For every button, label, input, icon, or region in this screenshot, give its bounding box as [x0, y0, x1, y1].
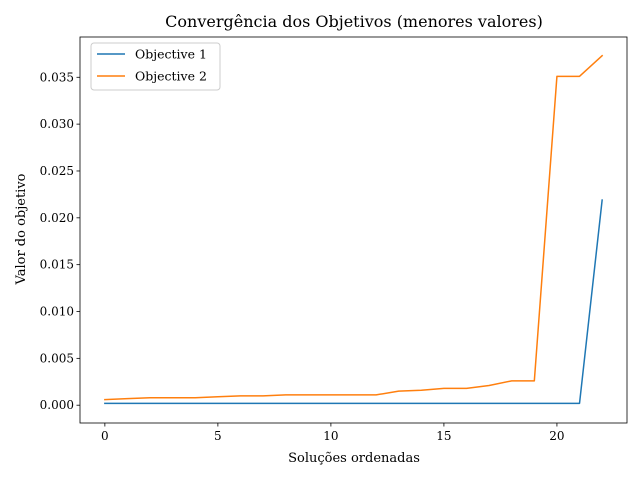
plot-frame	[79, 36, 628, 424]
y-axis-label: Valor do objetivo	[14, 173, 29, 285]
y-tick-label: 0.035	[40, 70, 74, 84]
x-tick-label: 20	[549, 429, 564, 443]
y-tick-label: 0.020	[40, 211, 74, 225]
legend-label-2: Objective 2	[135, 69, 207, 84]
y-tick-label: 0.010	[40, 305, 74, 319]
y-tick-label: 0.030	[40, 117, 74, 131]
y-tick-label: 0.015	[40, 258, 74, 272]
series-line-1	[104, 199, 603, 405]
x-tick-label: 0	[101, 429, 109, 443]
x-axis-label: Soluções ordenadas	[288, 451, 420, 466]
x-tick-label: 10	[323, 429, 338, 443]
legend-label-1: Objective 1	[135, 47, 207, 62]
y-tick-label: 0.005	[40, 351, 74, 365]
y-tick-label: 0.000	[40, 398, 74, 412]
plot-area: 0 5 10 15 20 0.000 0.005 0.010 0.015 0.020 0.025 0.…	[40, 36, 628, 443]
series-line-2	[104, 54, 604, 401]
chart-title: Convergência dos Objetivos (menores valo…	[165, 12, 543, 31]
x-tick-label: 15	[436, 429, 451, 443]
x-tick-label: 5	[214, 429, 222, 443]
legend: Objective 1 Objective 2	[90, 42, 221, 91]
y-tick-label: 0.025	[40, 164, 74, 178]
